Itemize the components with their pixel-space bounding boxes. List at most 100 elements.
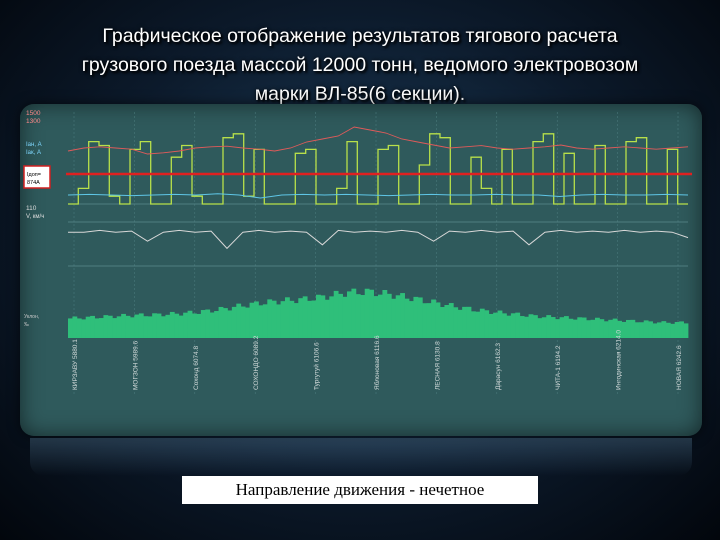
profile-bar-36 — [227, 310, 233, 338]
station-labels: КИРЗАВУ 5880.1 МОГЗОН 5989.6 Сохонд 6074.8… — [72, 330, 683, 390]
series-velocity — [68, 229, 689, 250]
profile-bar-56 — [316, 294, 321, 338]
slide-title: Графическое отображение результатов тяго… — [0, 22, 720, 109]
profile-bar-23 — [169, 311, 175, 338]
profile-bar-0 — [68, 318, 73, 338]
station-label-9: Ингодинская 6214.0 — [616, 330, 623, 390]
profile-bar-42 — [254, 301, 259, 338]
profile-bar-66 — [360, 295, 366, 338]
profile-bar-90 — [466, 306, 472, 338]
profile-bar-128 — [634, 322, 640, 338]
profile-bar-52 — [298, 298, 304, 338]
profile-bar-64 — [351, 288, 357, 338]
series-current-total — [68, 133, 688, 205]
panel-reflection — [30, 438, 692, 476]
profile-bar-20 — [156, 313, 162, 338]
profile-bar-103 — [524, 316, 529, 338]
profile-bar-86 — [448, 303, 454, 338]
profile-bar-119 — [595, 317, 600, 338]
profile-bar-136 — [670, 323, 676, 338]
profile-bar-126 — [626, 319, 631, 338]
profile-bar-63 — [347, 291, 352, 338]
profile-bar-71 — [382, 289, 388, 338]
profile-bar-32 — [209, 312, 215, 338]
label-profile-b: ‰ — [24, 322, 29, 328]
profile-bar-5 — [90, 315, 95, 338]
station-label-6: ЛЕСНАЯ 6130.8 — [434, 341, 441, 390]
profile-bar-10 — [112, 318, 118, 338]
profile-bar-68 — [369, 289, 374, 338]
station-label-0: КИРЗАВУ 5880.1 — [72, 339, 79, 390]
profile-bar-121 — [603, 321, 609, 338]
profile-bar-87 — [453, 307, 459, 338]
label-limit-a: Iдоп= — [27, 172, 41, 178]
limit-box — [23, 165, 51, 189]
profile-bar-30 — [200, 310, 206, 338]
profile-bar-81 — [426, 303, 432, 338]
title-line-1: Графическое отображение результатов тяго… — [102, 25, 618, 47]
series-voltage — [67, 126, 689, 155]
direction-caption: Направление движения - нечетное — [182, 476, 538, 504]
profile-bar-106 — [537, 318, 543, 338]
station-label-8: ЧИТА-1 6194.2 — [555, 345, 562, 390]
profile-bar-133 — [657, 322, 662, 338]
profile-bar-14 — [130, 317, 135, 338]
profile-bar-39 — [240, 306, 246, 338]
profile-bar-43 — [258, 305, 264, 338]
profile-bar-82 — [431, 299, 436, 338]
profile-bar-1 — [72, 316, 78, 338]
profile-bar-131 — [648, 321, 653, 338]
profile-bar-113 — [568, 318, 574, 338]
profile-bar-7 — [99, 318, 104, 338]
profile-bar-50 — [289, 300, 295, 338]
label-current-b: Iак, А — [26, 150, 41, 156]
profile-bar-84 — [440, 307, 445, 338]
profile-bar-58 — [324, 299, 330, 338]
profile-bar-120 — [599, 319, 605, 338]
profile-bar-104 — [528, 314, 534, 338]
profile-bar-67 — [364, 288, 370, 338]
profile-bar-115 — [577, 317, 583, 338]
profile-bar-28 — [192, 313, 197, 338]
profile-bar-53 — [302, 296, 308, 338]
profile-bar-15 — [134, 314, 140, 338]
profile-bar-85 — [444, 304, 450, 338]
profile-bar-122 — [608, 319, 614, 338]
title-line-3: марки ВЛ-85(6 секции). — [254, 83, 466, 105]
station-label-1: МОГЗОН 5989.6 — [132, 340, 139, 390]
profile-bar-110 — [555, 319, 560, 338]
profile-bar-98 — [502, 313, 507, 338]
profile-bar-96 — [493, 312, 498, 338]
profile-bar-25 — [178, 315, 184, 338]
profile-bar-123 — [612, 318, 618, 338]
profile-bar-48 — [280, 301, 286, 338]
profile-bar-62 — [342, 296, 348, 338]
profile-bar-127 — [630, 319, 636, 338]
profile-bar-8 — [103, 315, 109, 338]
profile-bar-129 — [639, 322, 645, 338]
chart-grid — [73, 112, 679, 394]
profile-bar-100 — [510, 313, 516, 338]
profile-bar-13 — [125, 315, 131, 338]
profile-bar-94 — [484, 310, 490, 338]
traction-chart-panel: 1500 1300 Iан, А Iак, А Iдоп= 874А 110 V, км/ч У… — [20, 104, 702, 436]
station-label-2: Сохонд 6074.8 — [193, 346, 200, 390]
profile-bar-33 — [214, 311, 219, 338]
profile-bar-44 — [262, 304, 268, 338]
profile-bar-31 — [205, 309, 211, 338]
profile-bar-95 — [488, 313, 494, 338]
profile-bar-46 — [271, 300, 277, 338]
profile-bar-125 — [621, 321, 627, 338]
profile-bar-16 — [138, 313, 144, 338]
profile-bar-60 — [333, 290, 339, 338]
profile-bar-75 — [400, 293, 405, 338]
profile-bar-132 — [652, 323, 658, 338]
profile-bar-114 — [572, 319, 578, 338]
profile-bar-101 — [515, 312, 521, 338]
profile-bar-76 — [404, 298, 410, 338]
profile-bar-21 — [161, 316, 166, 338]
profile-bar-83 — [435, 302, 441, 338]
profile-bar-116 — [581, 317, 587, 338]
profile-bar-134 — [661, 321, 667, 338]
profile-bar-73 — [391, 298, 397, 338]
